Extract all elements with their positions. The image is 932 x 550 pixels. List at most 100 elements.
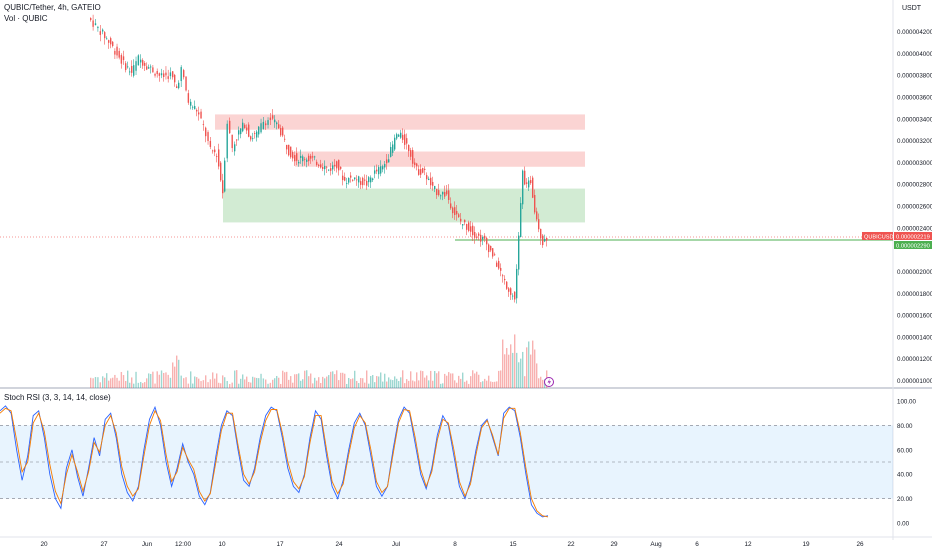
volume-bar [216,373,218,388]
symbol-tag-bg [862,232,893,240]
candle [532,177,534,198]
candle [544,238,546,242]
volume-bar [146,378,148,388]
price-tick-label: 0.000003600 [897,94,932,101]
volume-bar [158,374,161,388]
candle [158,73,161,76]
candle [370,177,372,183]
candle [187,93,190,103]
candle [426,175,428,180]
candle [310,155,312,159]
volume-bar [332,371,334,388]
volume-bar [356,380,358,388]
candle [200,111,202,119]
volume-bar [242,374,244,388]
candle [524,170,526,185]
candle [438,190,440,196]
time-tick-label: 6 [695,541,699,548]
volume-bar [200,381,202,388]
volume-bar [248,381,250,388]
stoch-tick-label: 0.00 [897,521,910,528]
volume-bar [312,383,314,388]
volume-bar [310,373,312,388]
candle [234,144,236,152]
volume-bar [198,378,200,388]
candle [334,164,336,167]
volume-bar [326,376,328,388]
candle [522,170,524,205]
candle [416,163,418,167]
candle [140,59,142,63]
volume-bar [392,380,394,388]
volume-bar [265,379,267,388]
stoch-tick-label: 40.00 [897,472,913,479]
last-price-tag: 0.000002219 [896,235,930,241]
volume-bar [122,375,125,388]
price-tick-label: 0.000002400 [897,225,932,232]
volume-bar [127,370,129,388]
volume-bar [476,371,478,388]
volume-bar [142,383,144,388]
volume-bar [444,373,446,388]
volume-bar [442,383,444,388]
candle [360,181,362,185]
candle [144,63,146,66]
candle [462,224,464,226]
price-tick-label: 0.000003800 [897,73,932,80]
candle [90,17,92,20]
candle [250,136,252,140]
volume-bar [542,379,544,388]
volume-bar [135,371,137,388]
volume-bar [482,381,484,388]
candle [512,295,514,297]
stoch-line-d [0,407,549,518]
volume-bar [140,381,142,388]
candle [326,166,328,168]
volume-bar [282,370,284,388]
volume-bar [174,366,176,388]
candle [482,237,484,240]
candle [430,177,432,186]
volume-bar [302,379,304,388]
volume-bar [336,370,338,388]
volume-bar [324,378,326,388]
volume-bar [430,370,432,388]
volume-bar [304,370,306,388]
candle [165,72,167,76]
volume-bar [472,370,474,388]
candle [536,211,538,220]
candle [372,178,374,181]
volume-bar [488,375,490,388]
candle [322,167,324,169]
volume-bar [408,380,410,388]
volume-bar [390,379,392,388]
volume-bar [180,375,182,388]
time-tick-label: 29 [610,541,618,548]
candle [534,194,536,213]
volume-bar [484,378,486,388]
candle [494,254,496,256]
volume-bar [426,375,428,388]
candle [224,160,226,192]
volume-bar [187,383,190,388]
volume-bar [438,371,440,388]
candle [354,177,356,180]
candle [392,144,394,153]
candle [478,233,480,236]
volume-bar [382,381,384,388]
candle [112,41,114,47]
volume-bar [238,383,240,388]
candle [290,146,292,158]
volume-bar [420,370,422,388]
volume-bar [424,377,426,388]
candle [226,123,228,159]
candle [390,147,392,157]
candle [229,120,231,134]
price-tick-label: 0.000001400 [897,334,932,341]
candle [474,232,476,238]
volume-bar [404,383,406,388]
candle [412,150,414,164]
volume-bar [540,376,542,388]
volume-bar [212,372,214,388]
